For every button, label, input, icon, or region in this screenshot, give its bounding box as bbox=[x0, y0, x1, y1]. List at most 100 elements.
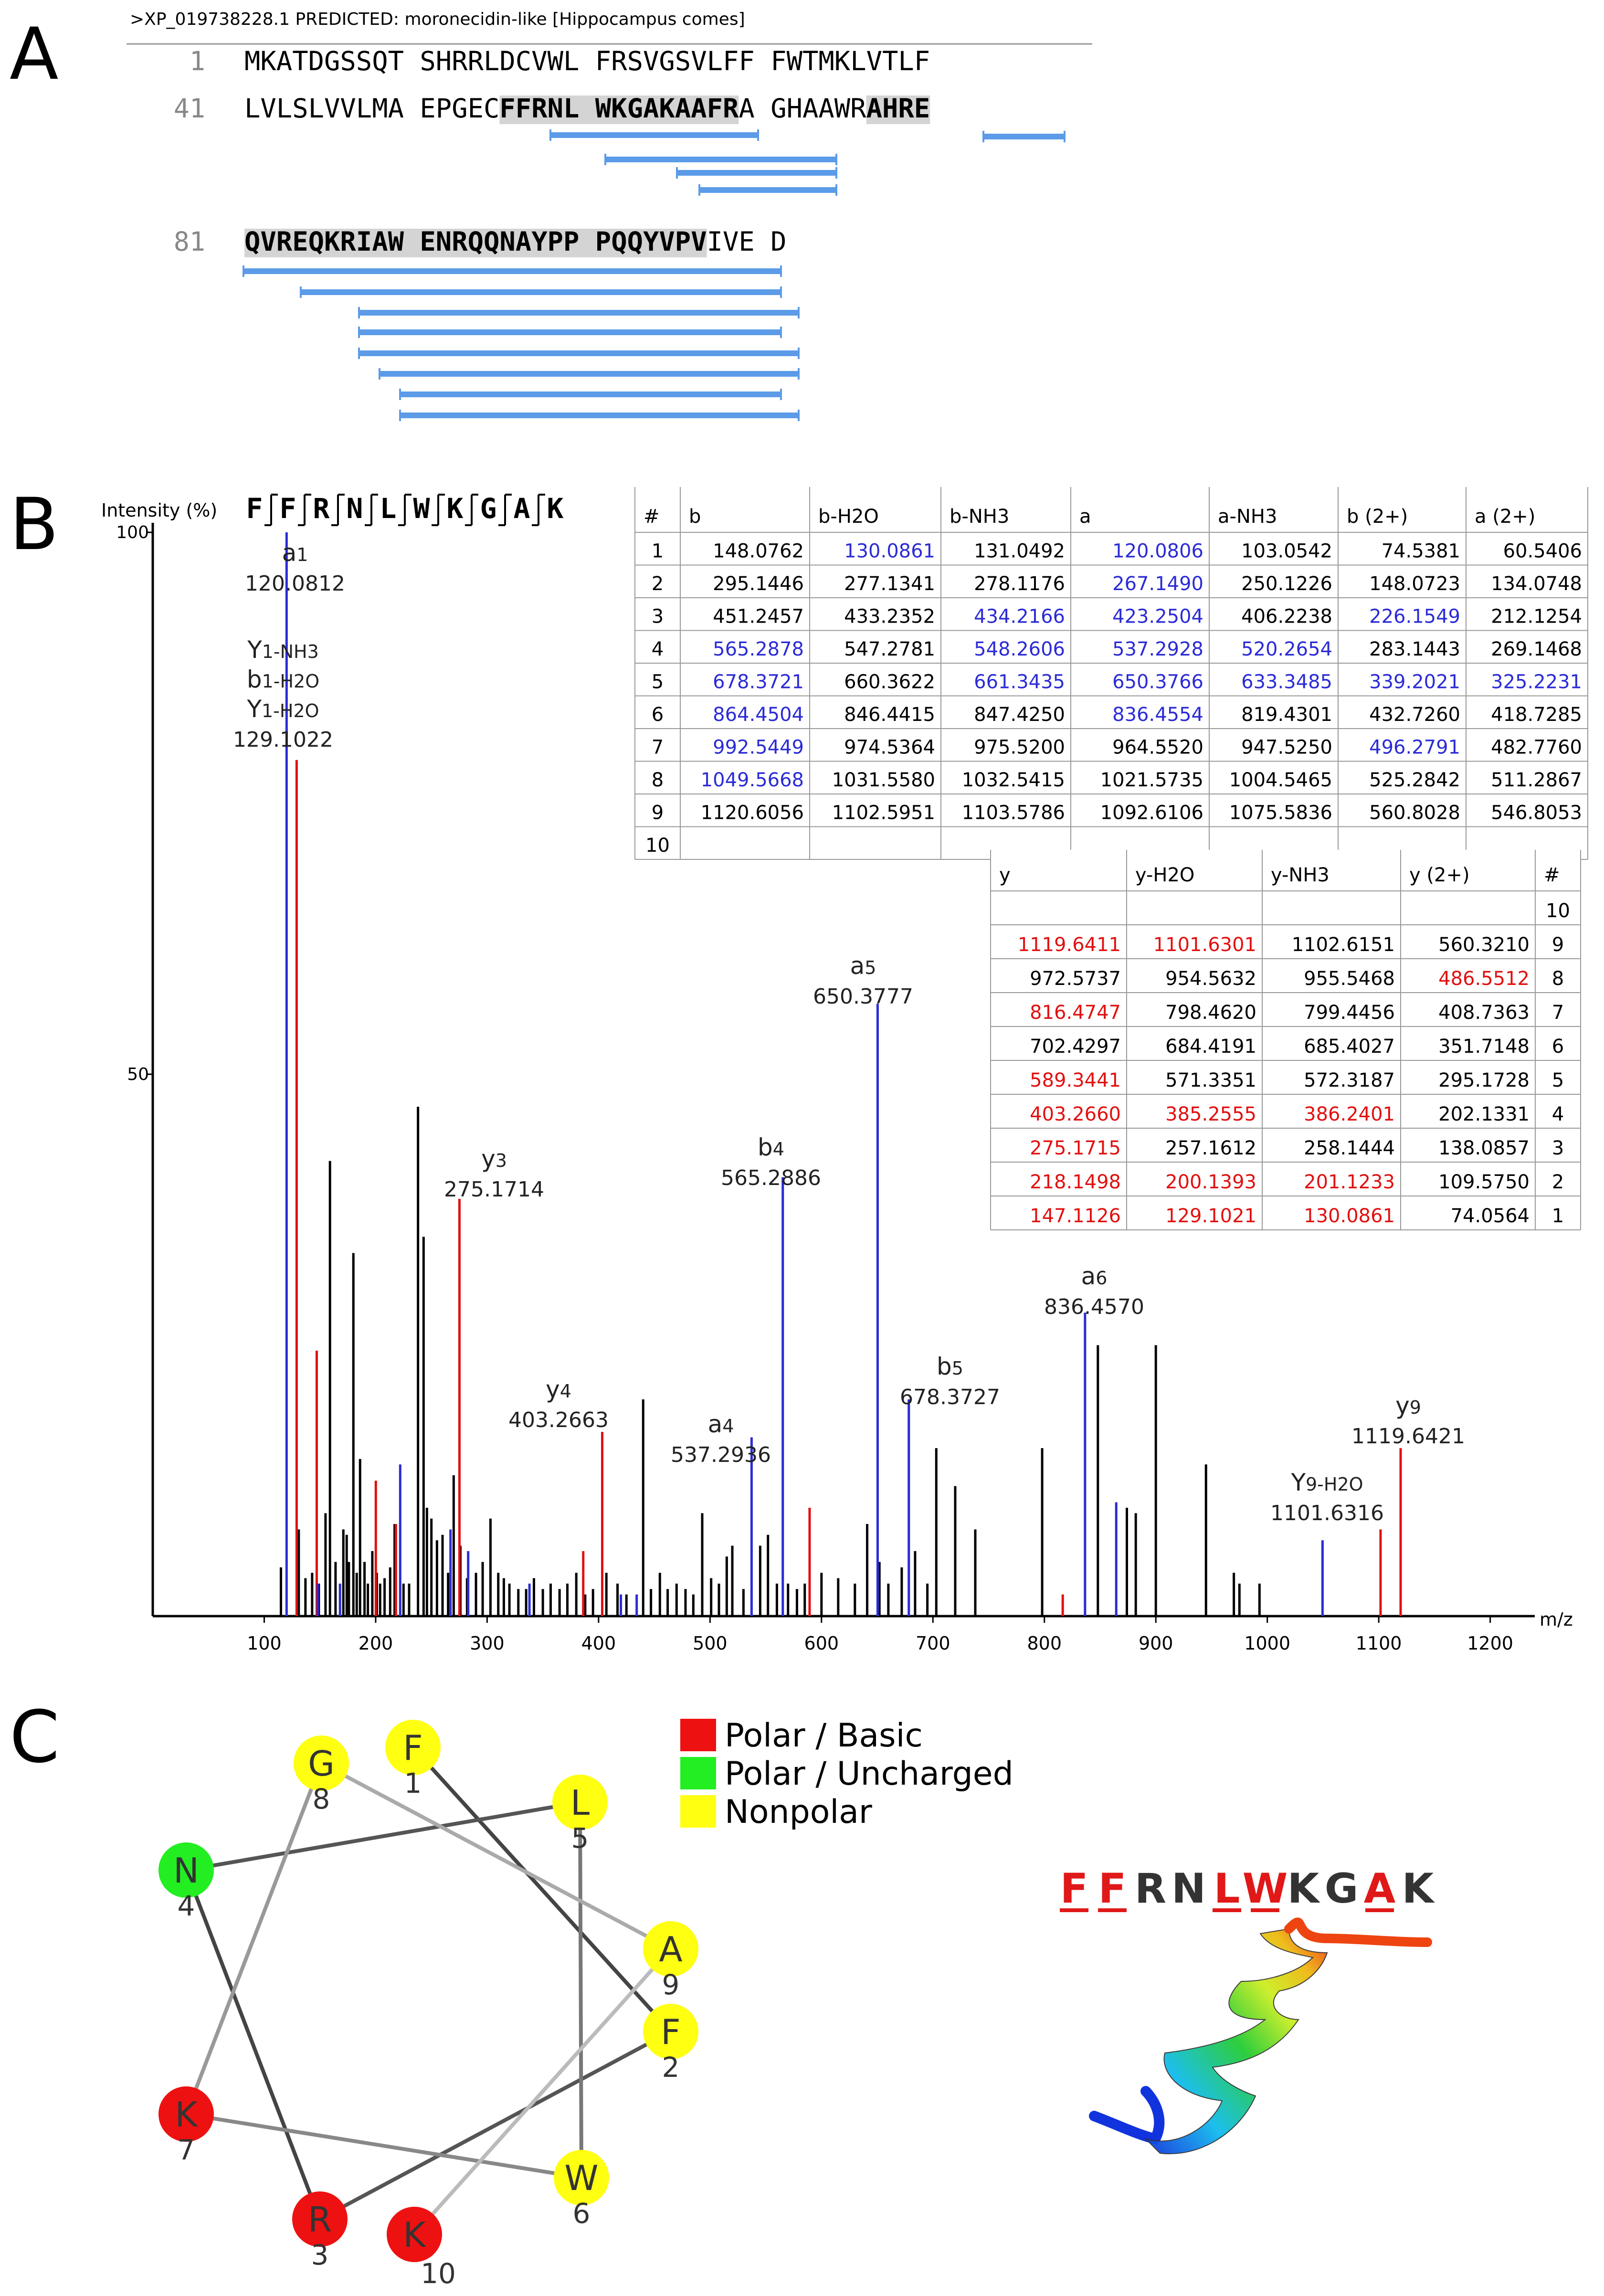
sequence-label-residue: A bbox=[1364, 1865, 1396, 1913]
table-cell: 947.5250 bbox=[1241, 737, 1332, 759]
fragment-cleavage-mark bbox=[432, 494, 445, 526]
table-header-cell: # bbox=[644, 506, 660, 528]
fragment-cleavage-mark bbox=[398, 494, 412, 526]
table-cell: 864.4504 bbox=[713, 704, 804, 726]
table-cell: 684.4191 bbox=[1165, 1036, 1256, 1058]
table-cell: 954.5632 bbox=[1165, 968, 1256, 990]
peak-annotation-text: b4 bbox=[758, 1133, 784, 1161]
peak-annotation-text: 275.1714 bbox=[444, 1177, 544, 1202]
table-cell: 486.5512 bbox=[1438, 968, 1530, 990]
table-header-cell: b bbox=[689, 506, 701, 528]
wheel-residue-number: 9 bbox=[662, 1968, 680, 2001]
table-cell: 10 bbox=[1546, 900, 1570, 922]
peptide-residue: G bbox=[480, 492, 497, 525]
table-cell: 226.1549 bbox=[1369, 606, 1460, 628]
table-cell: 1004.5465 bbox=[1229, 769, 1332, 791]
wheel-connection bbox=[186, 1800, 580, 1872]
table-cell: 250.1226 bbox=[1241, 573, 1332, 595]
table-header-cell: a (2+) bbox=[1475, 506, 1535, 528]
table-cell: 295.1728 bbox=[1438, 1069, 1530, 1091]
wheel-connection bbox=[319, 2030, 672, 2221]
table-header-cell: b-NH3 bbox=[950, 506, 1009, 528]
table-cell: 129.1021 bbox=[1165, 1205, 1256, 1227]
panel-label-c: C bbox=[10, 1696, 60, 1779]
intensity-axis-title: Intensity (%) bbox=[101, 500, 217, 521]
ribbon-helix bbox=[1144, 1928, 1328, 2155]
wheel-connection bbox=[413, 1947, 672, 2236]
peak-annotation-text: 1101.6316 bbox=[1270, 1501, 1384, 1525]
legend-label: Polar / Basic bbox=[725, 1717, 923, 1755]
table-header-cell: a bbox=[1079, 506, 1091, 528]
table-cell: 218.1498 bbox=[1030, 1171, 1121, 1193]
table-cell: 537.2928 bbox=[1112, 638, 1203, 660]
sequence-header: >XP_019738228.1 PREDICTED: moronecidin-l… bbox=[130, 10, 745, 29]
table-cell: 147.1126 bbox=[1030, 1205, 1121, 1227]
wheel-residue-number: 2 bbox=[662, 2051, 680, 2084]
sequence-label-residue: L bbox=[1214, 1865, 1240, 1913]
table-header-cell: y-NH3 bbox=[1271, 864, 1330, 886]
table-cell: 511.2867 bbox=[1491, 769, 1582, 791]
table-cell: 846.4415 bbox=[844, 704, 935, 726]
helical-wheel-connections bbox=[184, 1746, 672, 2236]
sequence-label-residue: R bbox=[1135, 1865, 1166, 1913]
table-cell: 1 bbox=[652, 540, 664, 562]
table-cell: 1120.6056 bbox=[701, 802, 804, 824]
sequence-label-residue: F bbox=[1060, 1865, 1088, 1913]
table-cell: 131.0492 bbox=[974, 540, 1065, 562]
table-cell: 277.1341 bbox=[844, 573, 935, 595]
table-cell: 3 bbox=[1552, 1137, 1564, 1159]
table-cell: 1119.6411 bbox=[1018, 934, 1121, 956]
peak-annotation-text: 120.0812 bbox=[245, 571, 345, 596]
wheel-connection bbox=[578, 1802, 583, 2178]
table-cell: 7 bbox=[1552, 1002, 1564, 1024]
table-cell: 351.7148 bbox=[1438, 1036, 1530, 1058]
table-cell: 148.0762 bbox=[713, 540, 804, 562]
table-cell: 1103.5786 bbox=[962, 802, 1065, 824]
sequence-segment: IVE D bbox=[707, 226, 787, 257]
table-cell: 138.0857 bbox=[1438, 1137, 1530, 1159]
table-cell: 403.2660 bbox=[1030, 1103, 1121, 1125]
table-cell: 572.3187 bbox=[1304, 1069, 1395, 1091]
table-cell: 433.2352 bbox=[844, 606, 935, 628]
ribbon-n-terminus bbox=[1089, 2086, 1165, 2145]
table-cell: 560.3210 bbox=[1438, 934, 1530, 956]
table-cell: 5 bbox=[652, 671, 664, 693]
peak-annotation-text: b1-H2O bbox=[247, 666, 319, 693]
table-cell: 283.1443 bbox=[1369, 638, 1460, 660]
x-tick-label: 100 bbox=[247, 1633, 282, 1654]
sequence-label-residue: G bbox=[1325, 1865, 1359, 1913]
table-cell: 267.1490 bbox=[1112, 573, 1203, 595]
sequence-segment: MKATDGSSQT SHRRLDCVWL FRSVGSVLFF FWTMKLV… bbox=[244, 46, 930, 76]
table-header-cell: # bbox=[1544, 864, 1560, 886]
panel-label-a: A bbox=[10, 13, 59, 96]
peptide-residue: N bbox=[347, 492, 363, 525]
legend-swatch bbox=[680, 1719, 716, 1751]
table-cell: 6 bbox=[1552, 1036, 1564, 1058]
fragment-cleavage-mark bbox=[331, 494, 345, 526]
wheel-residue-letter: K bbox=[175, 2095, 198, 2135]
x-tick-label: 800 bbox=[1027, 1633, 1062, 1654]
panel-label-b: B bbox=[10, 483, 59, 566]
table-cell: 451.2457 bbox=[713, 606, 804, 628]
table-cell: 819.4301 bbox=[1241, 704, 1332, 726]
table-cell: 565.2878 bbox=[713, 638, 804, 660]
table-cell: 974.5364 bbox=[844, 737, 935, 759]
table-cell: 434.2166 bbox=[974, 606, 1065, 628]
peptide-residue: A bbox=[514, 492, 530, 525]
table-cell: 130.0861 bbox=[844, 540, 935, 562]
table-cell: 134.0748 bbox=[1491, 573, 1582, 595]
table-cell: 1101.6301 bbox=[1153, 934, 1256, 956]
peak-annotation-text: Y9-H2O bbox=[1290, 1469, 1363, 1496]
table-cell: 423.2504 bbox=[1112, 606, 1203, 628]
sequence-label-residue: K bbox=[1402, 1865, 1435, 1913]
table-header-cell: a-NH3 bbox=[1218, 506, 1277, 528]
sequence-line-number: 1 bbox=[190, 46, 205, 76]
sequence-segment: LVLSLVVLMA EPGEC bbox=[244, 93, 499, 124]
x-tick-label: 1100 bbox=[1356, 1633, 1402, 1654]
table-cell: 3 bbox=[652, 606, 664, 628]
table-cell: 6 bbox=[652, 704, 664, 726]
table-background bbox=[991, 850, 1581, 1230]
wheel-residue-number: 7 bbox=[178, 2134, 195, 2166]
